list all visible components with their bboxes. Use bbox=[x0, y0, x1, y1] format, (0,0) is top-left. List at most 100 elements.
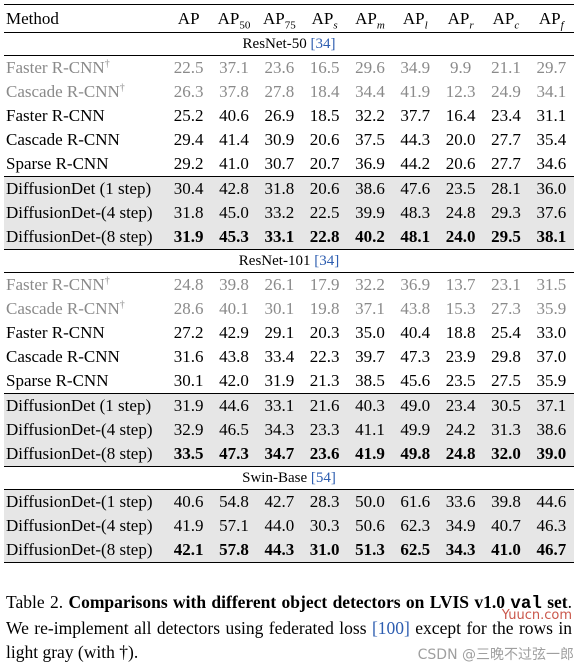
value-cell: 46.5 bbox=[211, 418, 257, 442]
value-cell: 38.6 bbox=[347, 176, 393, 201]
metric-column-header: APr bbox=[437, 4, 484, 33]
section-citation[interactable]: [34] bbox=[310, 36, 336, 52]
metric-subscript: 50 bbox=[239, 18, 251, 31]
value-cell: 29.7 bbox=[536, 58, 567, 77]
section-title-row: ResNet-50 [34] bbox=[4, 32, 574, 56]
value-cell: 41.4 bbox=[219, 130, 249, 149]
section-citation[interactable]: [34] bbox=[314, 253, 340, 269]
value-cell: 29.4 bbox=[173, 130, 204, 149]
method-cell: Cascade R-CNN bbox=[4, 345, 166, 369]
value-cell: 33.0 bbox=[536, 323, 567, 342]
value-cell: 46.3 bbox=[528, 514, 574, 538]
value-cell: 23.5 bbox=[445, 371, 476, 390]
method-name: DiffusionDet-(1 step) bbox=[6, 492, 153, 511]
value-cell: 22.5 bbox=[301, 201, 348, 225]
value-cell: 31.3 bbox=[483, 418, 529, 442]
metric-base: AP bbox=[492, 8, 515, 28]
value-cell: 16.5 bbox=[309, 58, 340, 77]
value-cell: 31.8 bbox=[256, 176, 302, 201]
metric-column-header: AP50 bbox=[211, 4, 257, 33]
method-name: DiffusionDet-(4 step) bbox=[6, 203, 153, 222]
value-cell: 17.9 bbox=[309, 275, 340, 294]
author-watermark: CSDN @三晚不过弦一郎 bbox=[417, 647, 574, 663]
value-cell: 49.0 bbox=[392, 393, 438, 418]
caption-label: Table 2. bbox=[6, 592, 64, 612]
value-cell: 40.4 bbox=[400, 323, 431, 342]
value-cell: 29.2 bbox=[173, 154, 204, 173]
value-cell: 23.1 bbox=[491, 275, 521, 294]
method-cell: DiffusionDet (1 step) bbox=[4, 176, 166, 201]
metric-base: AP bbox=[177, 8, 200, 28]
caption-text-a: . We re-implement all detectors using fe… bbox=[6, 592, 573, 638]
table-row: Cascade R-CNN 29.4 41.4 30.9 20.6 37.5 44.3 20.… bbox=[4, 128, 574, 152]
method-name: Sparse R-CNN bbox=[6, 371, 109, 390]
method-name: Cascade R-CNN bbox=[6, 347, 120, 366]
value-cell: 44.0 bbox=[256, 514, 302, 538]
value-cell: 36.9 bbox=[355, 154, 385, 173]
table-row: Faster R-CNN 25.2 40.6 26.9 18.5 32.2 37.7 16.4… bbox=[4, 104, 574, 128]
method-cell: Cascade R-CNN† bbox=[4, 80, 166, 104]
method-name: DiffusionDet-(8 step) bbox=[6, 540, 153, 559]
value-cell: 30.7 bbox=[264, 154, 295, 173]
value-cell: 26.3 bbox=[173, 82, 204, 101]
value-cell: 44.2 bbox=[400, 154, 431, 173]
caption-citation[interactable]: [100] bbox=[371, 618, 410, 638]
value-cell: 18.4 bbox=[309, 82, 340, 101]
value-cell: 40.6 bbox=[166, 489, 212, 514]
dagger-mark: † bbox=[104, 58, 110, 70]
value-cell: 15.3 bbox=[445, 299, 476, 318]
value-cell: 18.8 bbox=[445, 323, 476, 342]
value-cell: 21.6 bbox=[301, 393, 348, 418]
table-row: DiffusionDet-(4 step) 31.8 45.0 33.2 22.5 39.… bbox=[4, 201, 574, 225]
metric-base: AP bbox=[402, 8, 425, 28]
value-cell: 36.0 bbox=[528, 176, 574, 201]
value-cell: 25.4 bbox=[491, 323, 521, 342]
value-cell: 62.5 bbox=[392, 538, 438, 563]
table-header-row: Method AP AP50 AP75 APs APm APl APr APc APf bbox=[4, 4, 574, 33]
method-name: Faster R-CNN bbox=[6, 323, 105, 342]
results-table: Method AP AP50 AP75 APs APm APl APr APc APf ResN… bbox=[4, 4, 574, 563]
value-cell: 38.6 bbox=[528, 418, 574, 442]
method-cell: DiffusionDet-(4 step) bbox=[4, 201, 166, 225]
table-row: Sparse R-CNN 30.1 42.0 31.9 21.3 38.5 45.6 23.5… bbox=[4, 369, 574, 394]
value-cell: 24.8 bbox=[173, 275, 204, 294]
value-cell: 23.6 bbox=[264, 58, 295, 77]
value-cell: 40.2 bbox=[347, 225, 393, 250]
value-cell: 34.6 bbox=[536, 154, 567, 173]
value-cell: 57.1 bbox=[211, 514, 257, 538]
method-name: DiffusionDet-(4 step) bbox=[6, 420, 153, 439]
dagger-mark: † bbox=[104, 275, 110, 287]
method-name: Cascade R-CNN bbox=[6, 299, 120, 318]
metric-base: AP bbox=[217, 8, 240, 28]
value-cell: 16.4 bbox=[445, 106, 476, 125]
table-row: DiffusionDet (1 step) 31.9 44.6 33.1 21.6 40.… bbox=[4, 393, 574, 418]
value-cell: 40.7 bbox=[483, 514, 529, 538]
value-cell: 19.8 bbox=[309, 299, 340, 318]
value-cell: 40.6 bbox=[219, 106, 249, 125]
value-cell: 35.9 bbox=[536, 371, 567, 390]
value-cell: 20.3 bbox=[309, 323, 340, 342]
value-cell: 13.7 bbox=[445, 275, 476, 294]
value-cell: 31.0 bbox=[301, 538, 348, 563]
value-cell: 32.9 bbox=[166, 418, 212, 442]
value-cell: 32.0 bbox=[483, 442, 529, 467]
section-citation[interactable]: [54] bbox=[310, 470, 336, 486]
value-cell: 39.8 bbox=[219, 275, 249, 294]
value-cell: 44.3 bbox=[400, 130, 431, 149]
value-cell: 41.1 bbox=[347, 418, 393, 442]
value-cell: 32.2 bbox=[355, 106, 385, 125]
metric-subscript: r bbox=[469, 18, 474, 31]
section-backbone-name: Swin-Base bbox=[242, 470, 308, 486]
value-cell: 35.4 bbox=[536, 130, 567, 149]
value-cell: 23.3 bbox=[301, 418, 348, 442]
value-cell: 22.3 bbox=[309, 347, 340, 366]
method-name: Faster R-CNN bbox=[6, 106, 105, 125]
value-cell: 24.9 bbox=[491, 82, 521, 101]
metric-column-header: APs bbox=[301, 4, 348, 33]
value-cell: 47.3 bbox=[211, 442, 257, 467]
table-row: DiffusionDet (1 step) 30.4 42.8 31.8 20.6 38.… bbox=[4, 176, 574, 201]
value-cell: 49.8 bbox=[392, 442, 438, 467]
value-cell: 29.6 bbox=[355, 58, 385, 77]
value-cell: 37.5 bbox=[355, 130, 385, 149]
value-cell: 61.6 bbox=[392, 489, 438, 514]
